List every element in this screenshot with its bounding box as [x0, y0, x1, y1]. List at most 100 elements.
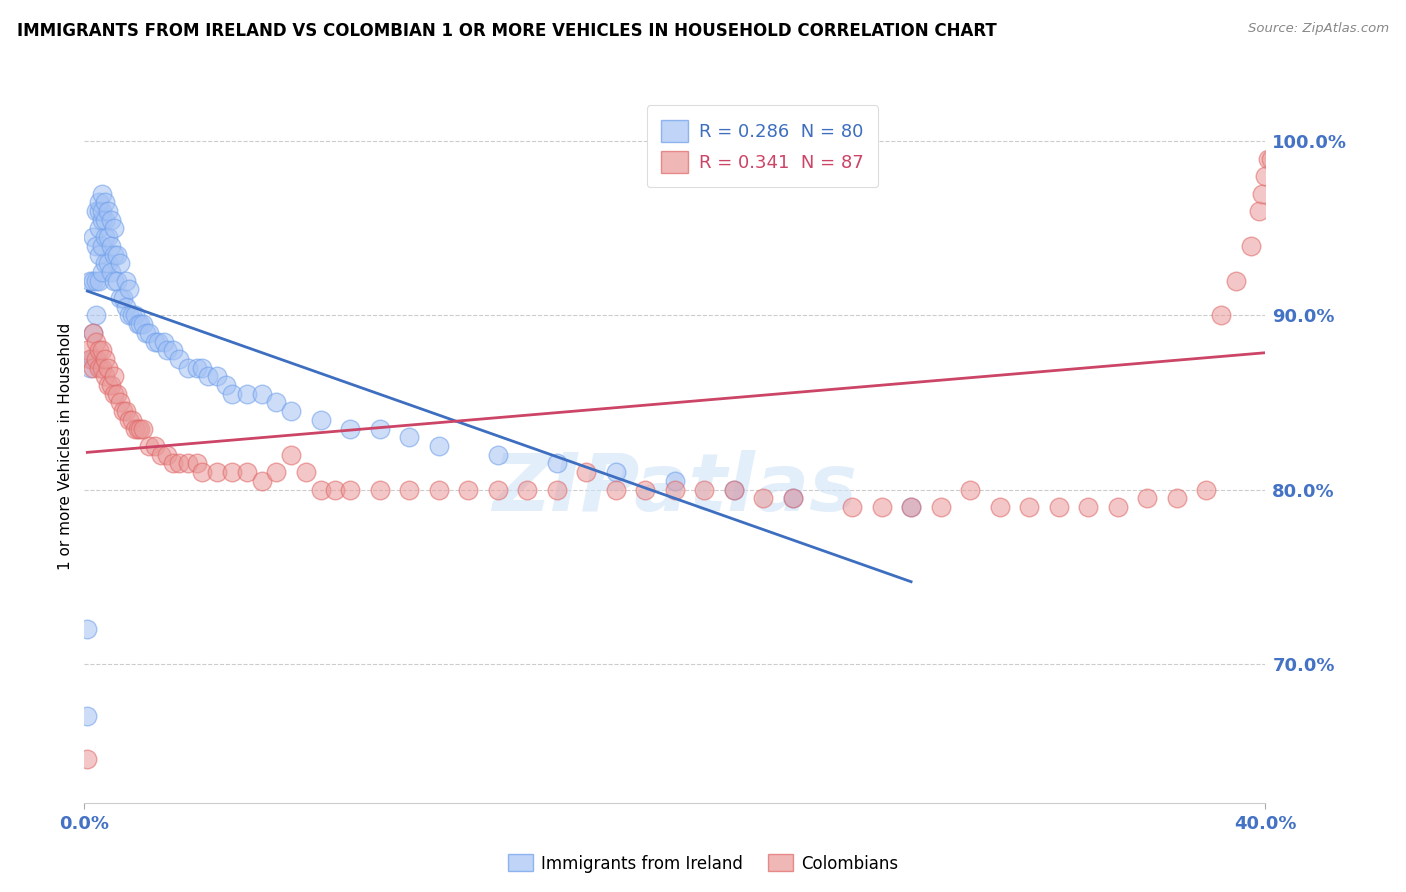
Point — [82, 274, 104, 288]
Point — [76, 708, 98, 723]
Point — [87, 247, 111, 261]
Point — [100, 378, 122, 392]
Point — [723, 483, 745, 497]
Point — [280, 448, 302, 462]
Point — [427, 483, 450, 497]
Point — [138, 326, 160, 340]
Point — [162, 457, 184, 471]
Point — [94, 369, 117, 384]
Point — [1047, 500, 1070, 514]
Point — [79, 351, 101, 366]
Point — [191, 465, 214, 479]
Point — [207, 465, 229, 479]
Point — [97, 204, 120, 219]
Point — [127, 317, 149, 331]
Point — [91, 186, 114, 201]
Point — [76, 622, 98, 636]
Point — [988, 500, 1011, 514]
Point — [114, 404, 136, 418]
Point — [191, 360, 214, 375]
Point — [156, 343, 179, 358]
Point — [1018, 500, 1040, 514]
Point — [82, 326, 104, 340]
Point — [368, 483, 391, 497]
Legend: Immigrants from Ireland, Colombians: Immigrants from Ireland, Colombians — [501, 847, 905, 880]
Point — [132, 421, 155, 435]
Point — [94, 230, 117, 244]
Point — [575, 465, 598, 479]
Point — [100, 212, 122, 227]
Point — [634, 483, 657, 497]
Point — [693, 483, 716, 497]
Point — [1195, 483, 1218, 497]
Point — [546, 483, 568, 497]
Point — [143, 439, 166, 453]
Point — [121, 413, 143, 427]
Point — [516, 483, 538, 497]
Point — [605, 465, 627, 479]
Point — [1254, 169, 1277, 184]
Point — [127, 421, 149, 435]
Point — [959, 483, 981, 497]
Point — [148, 334, 170, 349]
Point — [782, 491, 804, 506]
Text: Source: ZipAtlas.com: Source: ZipAtlas.com — [1249, 22, 1389, 36]
Point — [1225, 274, 1247, 288]
Point — [339, 421, 361, 435]
Point — [900, 500, 922, 514]
Point — [82, 351, 104, 366]
Point — [94, 212, 117, 227]
Point — [124, 421, 146, 435]
Point — [91, 212, 114, 227]
Point — [605, 483, 627, 497]
Point — [105, 386, 128, 401]
Point — [97, 256, 120, 270]
Point — [546, 457, 568, 471]
Point — [94, 256, 117, 270]
Point — [150, 448, 173, 462]
Point — [723, 483, 745, 497]
Point — [138, 439, 160, 453]
Point — [87, 360, 111, 375]
Point — [782, 491, 804, 506]
Point — [103, 247, 125, 261]
Point — [118, 413, 141, 427]
Point — [1240, 239, 1263, 253]
Point — [309, 483, 332, 497]
Point — [197, 369, 219, 384]
Legend: R = 0.286  N = 80, R = 0.341  N = 87: R = 0.286 N = 80, R = 0.341 N = 87 — [647, 105, 879, 187]
Point — [108, 291, 131, 305]
Point — [129, 317, 152, 331]
Point — [129, 421, 152, 435]
Point — [84, 204, 107, 219]
Point — [84, 239, 107, 253]
Point — [236, 465, 259, 479]
Point — [87, 195, 111, 210]
Point — [1211, 309, 1233, 323]
Point — [82, 360, 104, 375]
Point — [124, 309, 146, 323]
Point — [215, 378, 238, 392]
Point — [94, 351, 117, 366]
Point — [167, 457, 190, 471]
Point — [1278, 135, 1301, 149]
Y-axis label: 1 or more Vehicles in Household: 1 or more Vehicles in Household — [58, 322, 73, 570]
Point — [153, 334, 176, 349]
Point — [266, 395, 288, 409]
Point — [1107, 500, 1129, 514]
Point — [280, 404, 302, 418]
Point — [84, 351, 107, 366]
Point — [1270, 135, 1292, 149]
Point — [108, 256, 131, 270]
Point — [121, 309, 143, 323]
Point — [87, 274, 111, 288]
Point — [325, 483, 347, 497]
Point — [156, 448, 179, 462]
Point — [1299, 135, 1322, 149]
Point — [87, 343, 111, 358]
Point — [84, 274, 107, 288]
Point — [266, 465, 288, 479]
Point — [79, 274, 101, 288]
Point — [105, 274, 128, 288]
Point — [186, 457, 208, 471]
